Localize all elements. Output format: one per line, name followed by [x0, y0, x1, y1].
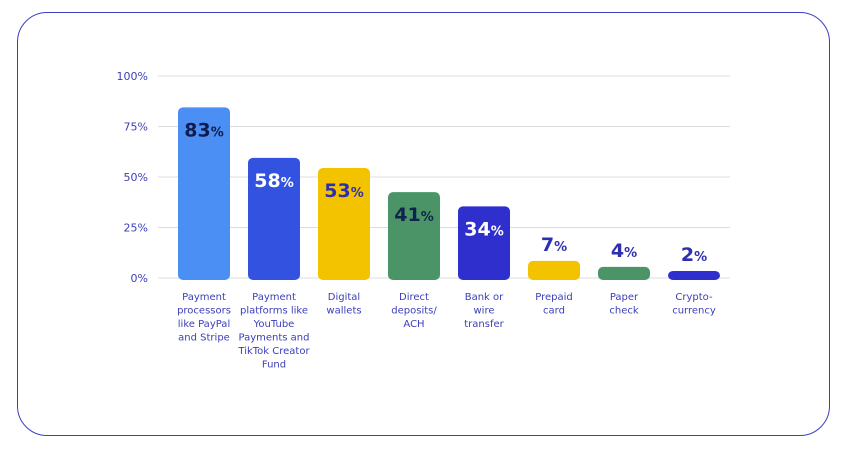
- category-label: Paper check: [609, 292, 639, 317]
- data-label: 34%: [464, 218, 503, 240]
- category-label: Direct deposits/ACH: [391, 292, 437, 330]
- bar: [248, 157, 300, 280]
- category-label: Crypto-currency: [672, 292, 716, 317]
- category-label: Prepaid card: [535, 292, 573, 317]
- bar: [668, 270, 720, 280]
- y-tick-label: 50%: [124, 171, 148, 184]
- data-label: 58%: [254, 170, 293, 192]
- category-label: Payment platforms like YouTube Payments and…: [237, 292, 310, 371]
- chart-card: [17, 12, 830, 436]
- bar: [388, 192, 440, 280]
- data-label: 41%: [394, 204, 433, 226]
- category-label: Digital wallets: [326, 292, 361, 317]
- y-tick-label: 25%: [124, 222, 148, 235]
- bar: [178, 107, 230, 280]
- bar: [318, 167, 370, 280]
- data-label: 4%: [611, 240, 637, 262]
- bar: [598, 266, 650, 280]
- data-label: 83%: [184, 119, 223, 141]
- data-label: 7%: [541, 234, 567, 256]
- y-tick-label: 100%: [117, 70, 148, 83]
- data-label: 53%: [324, 180, 363, 202]
- category-label: Bank or wire transfer: [464, 292, 504, 330]
- y-tick-label: 75%: [124, 121, 148, 134]
- category-label: Payment processors like PayPal and Stripe: [177, 292, 231, 344]
- y-tick-label: 0%: [131, 272, 148, 285]
- bar: [458, 206, 510, 280]
- data-label: 2%: [681, 244, 707, 266]
- bar: [528, 260, 580, 280]
